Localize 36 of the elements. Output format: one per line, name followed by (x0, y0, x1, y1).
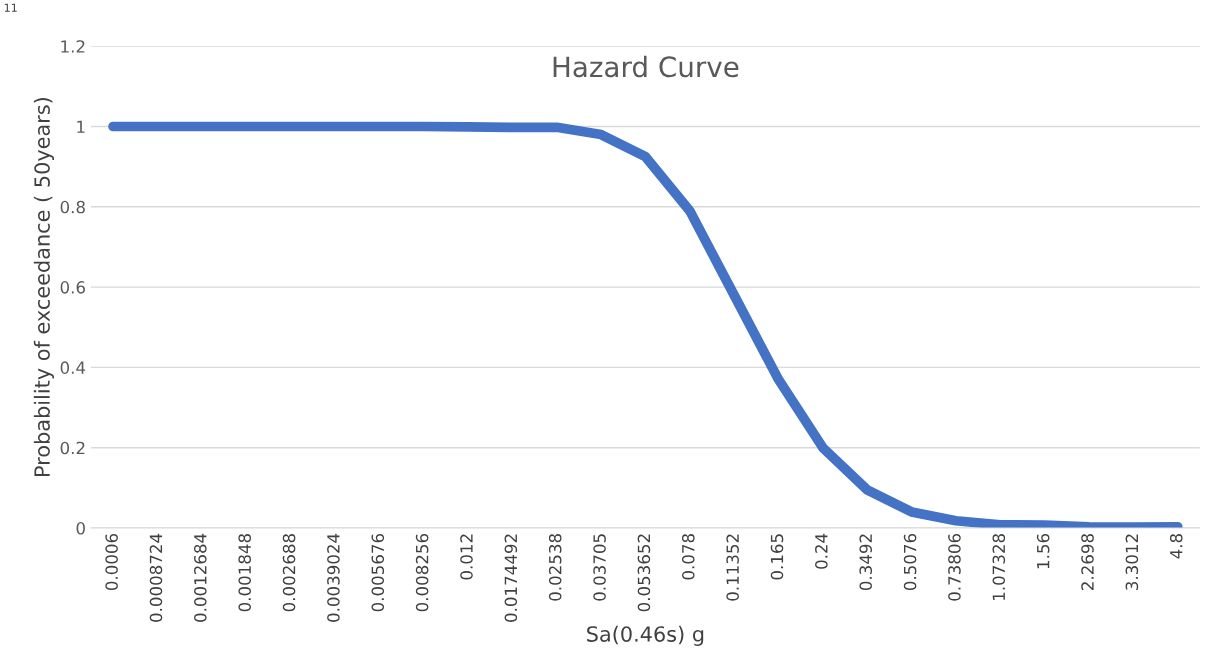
x-tick-label: 0.001848 (238, 534, 251, 612)
x-tick-label: 0.0039024 (327, 533, 340, 622)
x-tick-label: 0.0174492 (504, 534, 518, 622)
x-tick-label: 0.3492 (859, 534, 873, 591)
x-tick-label: 0.002688 (282, 534, 296, 612)
x-tick-label: 0.24 (815, 533, 828, 569)
x-tick-label: 0.012 (460, 534, 473, 580)
x-tick-label: 0.73806 (948, 533, 961, 601)
x-tick-label: 2.2698 (1081, 534, 1094, 590)
x-tick-label: 0.165 (770, 534, 784, 580)
y-tick-label: 0.6 (60, 281, 85, 294)
x-tick-label: 0.5076 (903, 533, 917, 591)
y-axis-title: Probability of exceedance ( 50years) (33, 98, 54, 476)
y-tick-label: 0.8 (60, 200, 85, 214)
x-tick-label: 0.078 (681, 534, 695, 580)
text: 11 (4, 3, 17, 12)
x-tick-label: 0.0012684 (194, 533, 207, 622)
x-tick-label: 0.02538 (548, 534, 562, 601)
x-tick-label: 3.3012 (1125, 534, 1139, 590)
x-tick-label: 0.0008724 (149, 533, 163, 622)
y-tick-label: 0.4 (60, 361, 86, 374)
y-tick-label: 0.2 (60, 441, 85, 455)
x-tick-label: 1.56 (1036, 533, 1050, 569)
x-tick-label: 0.03705 (593, 534, 606, 601)
y-tick-label: 1 (77, 120, 85, 133)
x-tick-label: 1.07328 (992, 534, 1006, 600)
x-tick-label: 0.11352 (726, 534, 739, 601)
chart-title: Hazard Curve (553, 55, 739, 78)
x-tick-label: 0.005676 (371, 533, 385, 612)
x-tick-label: 0.053652 (637, 534, 651, 612)
x-tick-label: 0.008256 (415, 533, 429, 612)
y-tick-label: 1.2 (61, 40, 85, 53)
x-axis-title: Sa(0.46s) g (587, 625, 704, 646)
x-tick-label: 4.8 (1169, 534, 1183, 559)
x-tick-label: 0.0006 (105, 533, 118, 591)
y-tick-label: 0 (76, 521, 85, 535)
